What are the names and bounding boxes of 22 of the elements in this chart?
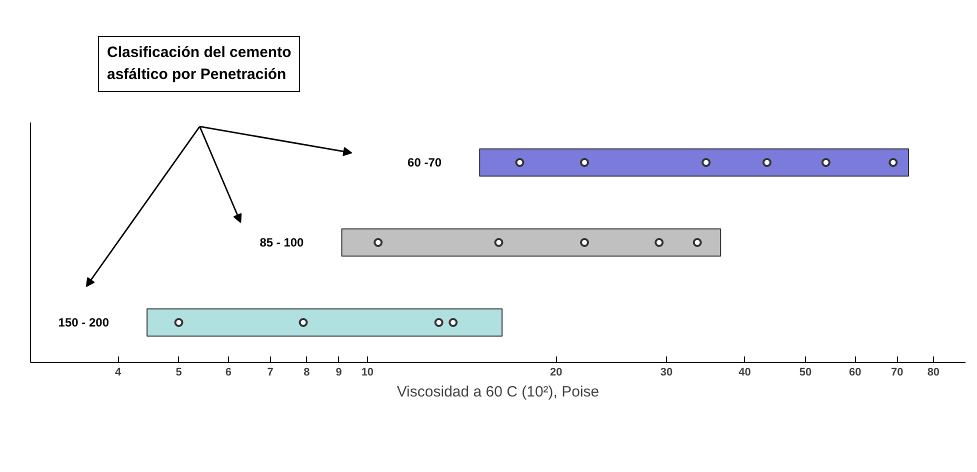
y-tick-label: 150 - 200 bbox=[58, 315, 110, 329]
x-tick-label: 30 bbox=[660, 366, 673, 378]
y-tick-label: 60 -70 bbox=[408, 155, 442, 169]
x-tick-label: 5 bbox=[176, 366, 182, 378]
x-tick-label: 20 bbox=[550, 366, 562, 378]
x-tick-label: 80 bbox=[927, 366, 940, 378]
x-tick-label: 10 bbox=[361, 366, 374, 378]
text: Clasificación del cemento asfáltico por Penetración bbox=[107, 43, 292, 85]
bar bbox=[479, 148, 910, 176]
x-tick-label: 6 bbox=[225, 366, 232, 378]
x-tick-label: 4 bbox=[114, 366, 122, 378]
bar bbox=[146, 308, 503, 336]
x-tick-label: 50 bbox=[799, 366, 812, 378]
x-tick-label: 70 bbox=[890, 366, 904, 378]
x-tick-label: 8 bbox=[304, 366, 310, 378]
x-tick-label: 7 bbox=[267, 366, 274, 378]
x-tick-label: 9 bbox=[336, 366, 342, 378]
bar bbox=[341, 228, 722, 256]
x-tick-label: 40 bbox=[738, 366, 751, 378]
x-tick-label: 60 bbox=[849, 366, 862, 378]
y-tick-label: 85 - 100 bbox=[260, 235, 304, 249]
x-axis-title: Viscosidad a 60 C (10²), Poise bbox=[396, 383, 600, 400]
